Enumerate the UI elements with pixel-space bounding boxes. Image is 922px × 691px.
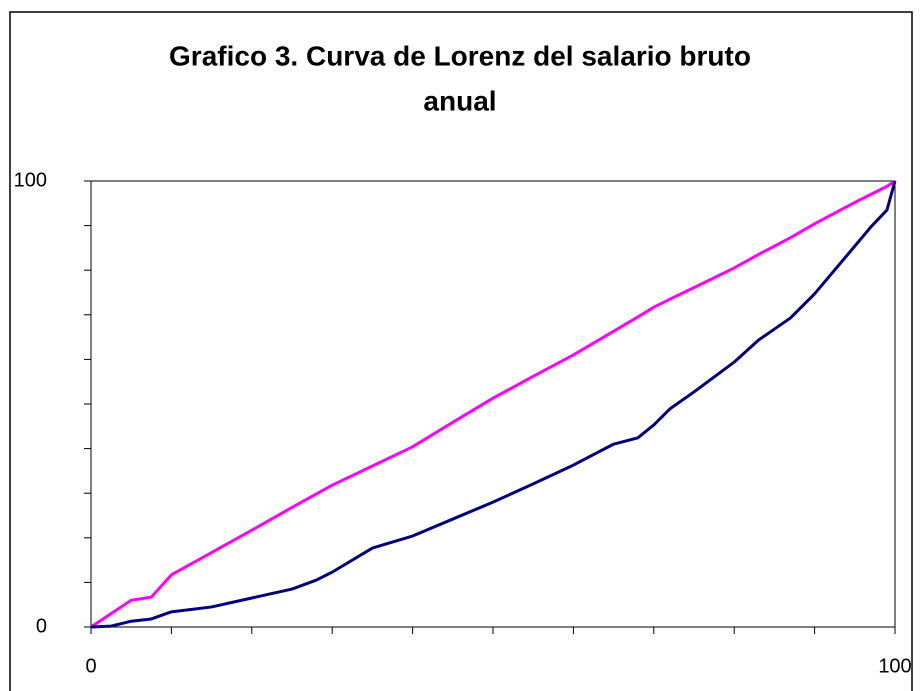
x-tick-label: 0 — [85, 655, 96, 677]
series-line — [90, 180, 897, 629]
chart-title: anual — [423, 85, 496, 116]
y-tick-label: 100 — [14, 169, 47, 191]
plot-area — [90, 180, 896, 628]
x-tick-label: 100 — [878, 655, 911, 677]
chart-title: Grafico 3. Curva de Lorenz del salario b… — [169, 40, 751, 71]
y-tick-label: 0 — [36, 615, 47, 637]
series-line — [90, 179, 896, 629]
